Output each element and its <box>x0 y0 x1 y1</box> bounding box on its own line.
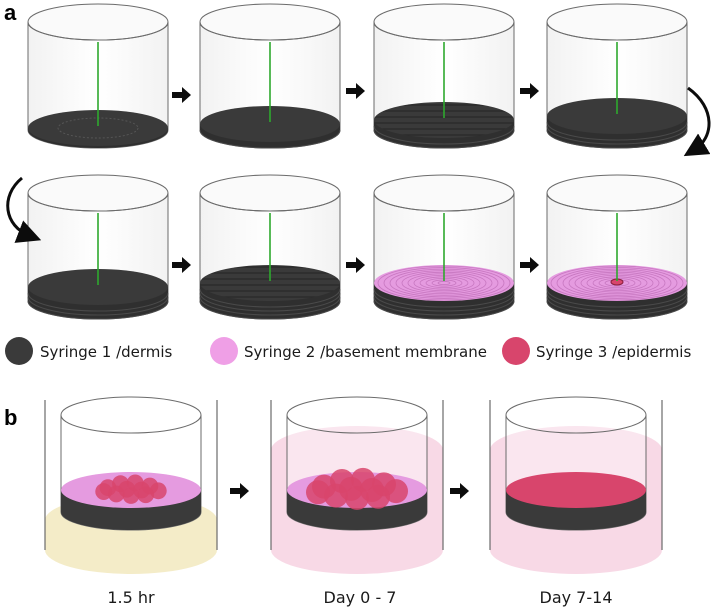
scaffold-layer-line <box>199 296 341 316</box>
scaffold-layer-line <box>546 300 688 320</box>
scaffold-layer-line <box>373 292 515 312</box>
legend-item-dermis: Syringe 1 /dermis <box>5 337 173 365</box>
scaffold-layer-line <box>546 125 688 145</box>
scaffold-layer-line <box>27 296 169 316</box>
step-arrow <box>230 483 249 499</box>
cell-blob <box>118 480 136 498</box>
scaffold-layer-line <box>27 300 169 320</box>
panel-a-bioprinting-steps <box>27 3 688 320</box>
scaffold-layer-line <box>199 300 341 320</box>
well-step <box>199 174 341 320</box>
culture-stage <box>270 396 444 574</box>
step-arrow <box>520 83 539 99</box>
well-rim-front <box>199 21 341 41</box>
well-step <box>27 174 169 320</box>
insert-rim <box>505 396 647 434</box>
well-step <box>546 174 688 320</box>
scaffold-layer-line <box>199 288 341 308</box>
scaffold-layer-line <box>546 292 688 312</box>
scaffold-layer-line <box>373 296 515 316</box>
cell-blob <box>339 476 363 501</box>
scaffold-top <box>200 265 340 301</box>
culture-stage <box>489 396 663 574</box>
scaffold-top <box>28 269 168 305</box>
well-rim-front <box>373 192 515 212</box>
cell-blob <box>149 482 167 500</box>
step-arrow <box>450 483 469 499</box>
well-step <box>373 3 515 149</box>
panel-label-b: b <box>4 405 17 430</box>
step-arrow <box>172 87 191 103</box>
legend-swatch <box>210 337 238 365</box>
cell-blob <box>360 478 384 502</box>
well-step <box>373 174 515 320</box>
scaffold-layer-line <box>27 292 169 312</box>
epidermis-cell-cluster <box>306 467 408 510</box>
step-arrow <box>346 83 365 99</box>
cell-blob <box>306 480 330 505</box>
scaffold-top <box>28 110 168 146</box>
cell-blob <box>95 483 113 500</box>
well-step <box>199 3 341 149</box>
scaffold-layer-line <box>546 129 688 149</box>
step-arrow <box>172 257 191 273</box>
legend-item-basement-membrane: Syringe 2 /basement membrane <box>210 337 487 365</box>
step-arrow <box>520 257 539 273</box>
time-label: 1.5 hr <box>107 588 155 607</box>
time-label: Day 0 - 7 <box>324 588 397 607</box>
culture-stage <box>44 396 218 574</box>
legend-label: Syringe 1 /dermis <box>40 343 173 361</box>
step-arrow <box>346 257 365 273</box>
scaffold-layer-line <box>199 292 341 312</box>
panel-b-culture-stages <box>44 396 663 574</box>
culture-medium-surface <box>490 426 662 474</box>
scaffold-top <box>547 98 687 134</box>
scaffold-top <box>374 102 514 138</box>
legend-label: Syringe 2 /basement membrane <box>244 343 487 361</box>
scaffold-layer-line <box>199 129 341 149</box>
well-rim-front <box>546 192 688 212</box>
scaffold-layer-line <box>373 300 515 320</box>
scaffold-top <box>374 265 514 301</box>
scaffold-layer-line <box>546 296 688 316</box>
well-rim-front <box>546 21 688 41</box>
time-label: Day 7-14 <box>540 588 613 607</box>
legend-label: Syringe 3 /epidermis <box>536 343 691 361</box>
legend-swatch <box>5 337 33 365</box>
scaffold-top <box>200 106 340 142</box>
insert-rim <box>286 396 428 434</box>
well-step <box>546 3 688 149</box>
scaffold-layer-line <box>373 125 515 145</box>
cell-blob <box>384 479 408 504</box>
scaffold-layer-line <box>546 121 688 141</box>
scaffold-top <box>506 472 646 508</box>
legend-item-epidermis: Syringe 3 /epidermis <box>502 337 691 365</box>
insert-rim <box>60 396 202 434</box>
scaffold-layer-line <box>546 288 688 308</box>
well-step <box>27 3 169 149</box>
well-rim-front <box>27 192 169 212</box>
panel-label-a: a <box>4 0 17 25</box>
legend: Syringe 1 /dermis Syringe 2 /basement me… <box>5 337 691 365</box>
rotate-arrow-icon <box>6 176 42 243</box>
well-rim-front <box>27 21 169 41</box>
epidermis-cell-cluster <box>95 474 167 504</box>
cell-blob <box>133 481 150 499</box>
rotate-arrow-icon <box>683 86 711 157</box>
scaffold-layer-line <box>373 288 515 308</box>
scaffold-layer-line <box>373 129 515 149</box>
legend-swatch <box>502 337 530 365</box>
culture-medium-surface <box>271 426 443 474</box>
membrane-ring <box>437 281 451 285</box>
well-rim-front <box>199 192 341 212</box>
well-rim-front <box>373 21 515 41</box>
